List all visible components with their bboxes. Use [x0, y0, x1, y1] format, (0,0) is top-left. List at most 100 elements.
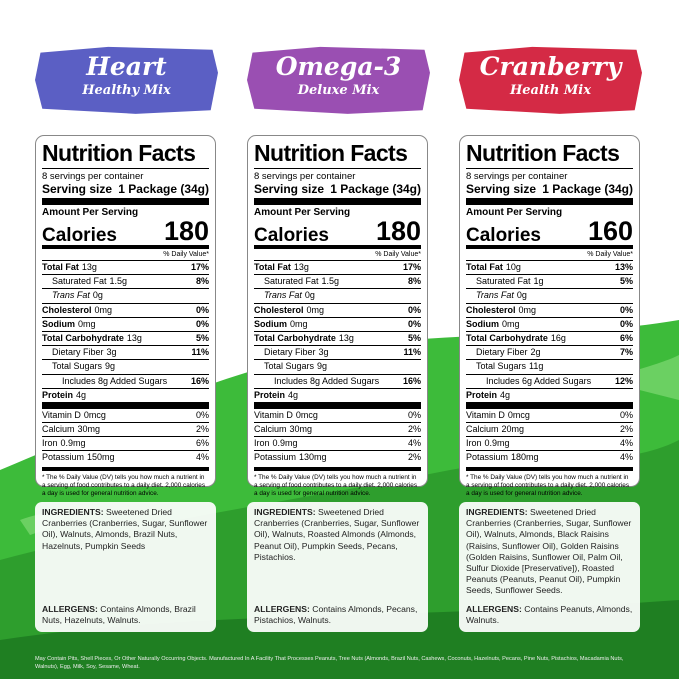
- nutrient-label: Dietary Fiber: [476, 347, 528, 358]
- nutrient-dv: 2%: [407, 424, 421, 435]
- ingredients-box: INGREDIENTS: Sweetened Dried Cranberries…: [35, 502, 216, 632]
- dv-header: % Daily Value*: [375, 251, 421, 258]
- nutrient-dv: 5%: [195, 332, 209, 343]
- nutrient-label: Potassium: [254, 452, 297, 463]
- calories-value: 180: [163, 216, 209, 246]
- nutrient-label: Saturated Fat: [476, 276, 531, 287]
- nutrient-amount: 0mg: [94, 304, 113, 315]
- nutrient-label: Iron: [254, 438, 270, 449]
- amount-per-serving: Amount Per Serving: [254, 207, 351, 218]
- serving-size: Serving size 1 Package (34g): [42, 182, 209, 205]
- banner: Cranberry Health Mix: [459, 46, 642, 114]
- nutrient-row: Includes 8g Added Sugars 16%: [42, 373, 209, 388]
- nutrient-amount: 0mcg: [507, 409, 530, 420]
- amount-per-serving: Amount Per Serving: [466, 207, 563, 218]
- nutrient-row: Includes 8g Added Sugars 16%: [254, 373, 421, 388]
- nutrient-dv: 13%: [614, 262, 633, 272]
- nutrient-row: Total Sugars 9g: [42, 359, 209, 373]
- nutrient-dv: 5%: [619, 276, 633, 287]
- nutrient-amount: 150mg: [87, 452, 115, 463]
- nutrient-amount: 13g: [126, 332, 142, 343]
- nutrient-amount: 1.5g: [321, 276, 340, 287]
- nutrient-label: Includes 6g Added Sugars: [486, 375, 592, 386]
- calories-value: 160: [587, 216, 633, 246]
- allergens-label: ALLERGENS:: [254, 604, 310, 614]
- nutrient-row: Trans Fat 0g: [254, 288, 421, 302]
- ingredients-box: INGREDIENTS: Sweetened Dried Cranberries…: [459, 502, 640, 632]
- nutrient-dv: 4%: [619, 452, 633, 463]
- banner: Heart Healthy Mix: [35, 46, 218, 114]
- nutrient-label: Trans Fat: [52, 290, 90, 301]
- allergens: ALLERGENS: Contains Almonds, Pecans, Pis…: [254, 604, 421, 626]
- nutrient-label: Total Sugars: [264, 361, 315, 372]
- nutrient-dv: 4%: [407, 438, 421, 449]
- nutrient-dv: 2%: [195, 424, 209, 435]
- nutrient-dv: 6%: [619, 332, 633, 343]
- ingredients-text: Sweetened Dried Cranberries (Cranberries…: [42, 507, 208, 551]
- servings: 8 servings per container: [466, 171, 568, 182]
- nutrition-panel: Nutrition Facts 8 servings per container S…: [35, 135, 216, 497]
- banner-title: Heart: [86, 52, 167, 81]
- nutrient-label: Vitamin D: [42, 409, 81, 420]
- dv-header: % Daily Value*: [163, 251, 209, 258]
- nutrient-dv: 12%: [614, 375, 633, 386]
- banner-subtitle: Deluxe Mix: [297, 83, 380, 98]
- banner-subtitle: Healthy Mix: [82, 83, 171, 98]
- nutrient-row: Saturated Fat 1.5g 8%: [42, 274, 209, 288]
- nutrient-dv: 17%: [402, 262, 421, 272]
- nutrient-amount: 10g: [505, 262, 521, 272]
- amount-per-serving: Amount Per Serving: [42, 207, 139, 218]
- banner-title: Cranberry: [479, 52, 622, 81]
- nutrient-row: Iron 0.9mg 6%: [42, 436, 209, 450]
- nutrient-amount: 0g: [304, 290, 315, 301]
- servings: 8 servings per container: [42, 171, 144, 182]
- ingredients-text: Sweetened Dried Cranberries (Cranberries…: [254, 507, 420, 562]
- serving-size-value: 1 Package (34g): [542, 182, 633, 196]
- banner-subtitle: Health Mix: [510, 83, 591, 98]
- nutrient-row: Potassium 180mg 4%: [466, 450, 633, 464]
- nutrient-amount: 13g: [81, 262, 97, 272]
- allergens: ALLERGENS: Contains Peanuts, Almonds, Wa…: [466, 604, 633, 626]
- nutrition-panel: Nutrition Facts 8 servings per container S…: [459, 135, 640, 497]
- nutrient-amount: 130mg: [299, 452, 327, 463]
- nutrient-row: Trans Fat 0g: [42, 288, 209, 302]
- nutrient-label: Cholesterol: [42, 304, 92, 315]
- nutrient-row: Protein 4g: [254, 387, 421, 408]
- nutrient-label: Calcium: [254, 424, 287, 435]
- nutrient-dv: 6%: [195, 438, 209, 449]
- calories-value: 180: [375, 216, 421, 246]
- nutrient-row: Total Sugars 11g: [466, 359, 633, 373]
- nutrient-label: Cholesterol: [466, 304, 516, 315]
- ingredients: INGREDIENTS: Sweetened Dried Cranberries…: [466, 507, 633, 596]
- nutrient-label: Vitamin D: [466, 409, 505, 420]
- nutrient-amount: 16g: [550, 332, 566, 343]
- nutrient-row: Iron 0.9mg 4%: [254, 436, 421, 450]
- footnote: * The % Daily Value (DV) tells you how m…: [254, 466, 421, 499]
- nutrient-amount: 0.9mg: [60, 438, 86, 449]
- nutrient-amount: 0mg: [502, 318, 520, 329]
- nutrient-amount: 30mg: [289, 424, 313, 435]
- ingredients: INGREDIENTS: Sweetened Dried Cranberries…: [254, 507, 421, 563]
- nutrient-dv: 0%: [195, 318, 209, 329]
- nutrient-amount: 9g: [105, 361, 116, 372]
- nutrient-dv: 0%: [195, 409, 209, 420]
- nutrient-label: Calcium: [42, 424, 75, 435]
- nutrient-amount: 4g: [288, 389, 299, 400]
- nutrient-label: Includes 8g Added Sugars: [62, 375, 168, 386]
- nutrient-dv: 0%: [407, 318, 421, 329]
- nutrient-dv: 8%: [407, 276, 421, 287]
- nutrient-row: Vitamin D 0mcg 0%: [254, 407, 421, 422]
- nutrient-label: Calcium: [466, 424, 499, 435]
- nutrient-label: Dietary Fiber: [264, 347, 316, 358]
- nutrient-label: Total Fat: [466, 262, 503, 272]
- nutrient-amount: 20mg: [501, 424, 525, 435]
- nutrient-label: Iron: [466, 438, 482, 449]
- nutrient-row: Cholesterol 0mg 0%: [42, 302, 209, 317]
- nutrient-amount: 3g: [318, 347, 329, 358]
- nutrient-row: Total Fat 10g 13%: [466, 260, 633, 274]
- nutrient-dv: 0%: [619, 304, 633, 315]
- nutrient-amount: 0mg: [518, 304, 537, 315]
- nutrient-dv: 0%: [195, 304, 209, 315]
- nutrient-label: Total Fat: [42, 262, 79, 272]
